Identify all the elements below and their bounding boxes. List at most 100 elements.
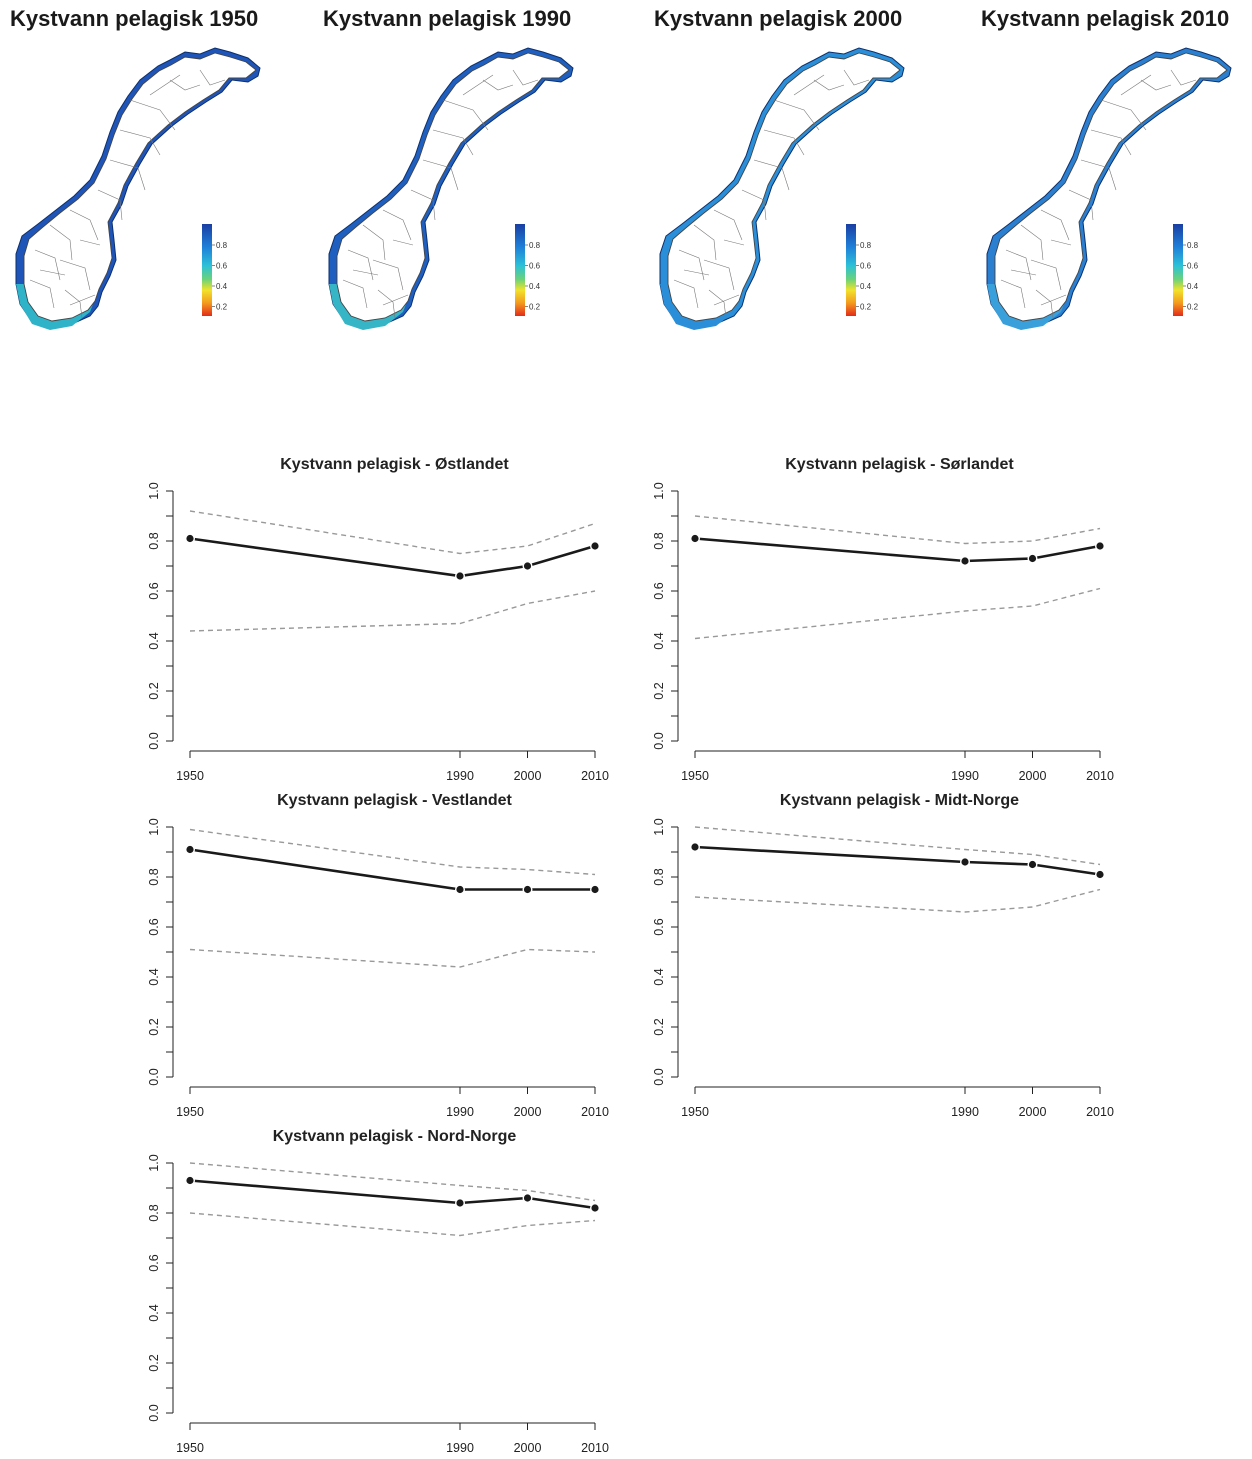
legend-tick-label: 0.2 — [1187, 303, 1199, 312]
y-tick-label: 0.8 — [147, 532, 161, 549]
data-point — [1028, 860, 1037, 869]
chart-vestlandet: Kystvann pelagisk - Vestlandet 0.0 0.2 0.4 0… — [147, 792, 609, 1119]
municipality-border — [753, 159, 790, 191]
y-tick-label: 0.0 — [652, 1068, 666, 1085]
municipality-border — [34, 249, 61, 281]
municipality-border — [1170, 69, 1197, 86]
municipality-border — [1000, 279, 1026, 309]
data-point — [186, 1176, 194, 1185]
legend-colorbar — [1173, 224, 1183, 316]
municipality-border — [169, 79, 201, 91]
municipality-border — [1010, 269, 1037, 276]
x-tick-label: 1990 — [446, 769, 474, 783]
x-tick-label: 2010 — [581, 1441, 609, 1455]
south-coast-band — [660, 284, 743, 330]
map-title-1950: Kystvann pelagisk 1950 — [10, 6, 259, 31]
y-tick-label: 0.6 — [652, 918, 666, 935]
municipality-border — [382, 209, 412, 241]
municipality-border — [693, 224, 717, 261]
municipality-border — [773, 99, 820, 131]
data-point — [591, 1204, 599, 1212]
municipality-border — [1090, 129, 1132, 156]
x-tick-label: 1990 — [446, 1441, 474, 1455]
municipality-border — [109, 159, 146, 191]
x-tick-label: 2000 — [514, 1441, 542, 1455]
municipality-border — [683, 269, 710, 276]
norway-map-2000: 0.8 0.6 0.4 0.2 — [659, 47, 905, 330]
norway-map-2010: 0.8 0.6 0.4 0.2 — [986, 47, 1232, 330]
municipality-border — [129, 99, 176, 131]
municipality-border — [69, 294, 96, 306]
municipality-border — [372, 259, 404, 291]
legend-tick-label: 0.6 — [1187, 262, 1199, 271]
municipality-border — [64, 289, 83, 319]
y-tick-label: 0.0 — [147, 732, 161, 749]
data-point — [523, 885, 532, 894]
municipality-border — [713, 294, 740, 306]
municipality-border — [59, 259, 91, 291]
legend-tick-label: 0.4 — [216, 282, 228, 291]
municipality-border — [347, 249, 374, 281]
y-tick-label: 1.0 — [652, 482, 666, 499]
legend-tick-label: 0.4 — [860, 282, 872, 291]
municipality-border — [673, 279, 699, 309]
y-tick-label: 0.4 — [652, 632, 666, 649]
municipality-border — [512, 69, 539, 86]
x-tick-label: 1950 — [681, 1105, 709, 1119]
y-tick-label: 0.2 — [652, 682, 666, 699]
x-tick-label: 2000 — [1019, 1105, 1047, 1119]
municipality-border — [1140, 79, 1172, 91]
municipality-border — [723, 239, 745, 246]
legend-tick-label: 0.6 — [216, 262, 228, 271]
legend-tick-label: 0.6 — [529, 262, 541, 271]
x-tick-label: 2010 — [1086, 769, 1114, 783]
data-point — [456, 572, 464, 580]
x-tick-label: 2010 — [581, 769, 609, 783]
y-tick-label: 0.6 — [147, 918, 161, 935]
x-tick-label: 1990 — [951, 1105, 979, 1119]
data-point — [691, 534, 699, 543]
municipality-border — [1005, 249, 1032, 281]
south-coast-band — [987, 284, 1070, 330]
legend-tick-label: 0.8 — [529, 241, 541, 250]
municipality-border — [1100, 99, 1147, 131]
data-point — [1028, 554, 1037, 563]
legend-tick-label: 0.4 — [1187, 282, 1199, 291]
municipality-border — [1120, 74, 1152, 96]
land-mass — [23, 52, 257, 322]
data-point — [591, 885, 599, 894]
chart-midt-norge: Kystvann pelagisk - Midt-Norge 0.0 0.2 0.4 0… — [652, 792, 1114, 1119]
y-tick-label: 0.0 — [147, 1068, 161, 1085]
municipality-border — [713, 209, 743, 241]
legend-tick-label: 0.2 — [860, 303, 872, 312]
y-tick-label: 0.4 — [652, 968, 666, 985]
municipality-border — [1035, 289, 1054, 319]
municipality-border — [149, 74, 181, 96]
map-title-2000: Kystvann pelagisk 2000 — [654, 6, 903, 31]
municipality-border — [410, 189, 436, 221]
upper-bound-line — [694, 515, 1101, 545]
chart-title: Kystvann pelagisk - Sørlandet — [785, 456, 1014, 473]
y-tick-label: 0.6 — [147, 1254, 161, 1271]
x-tick-label: 2000 — [514, 1105, 542, 1119]
land-mass — [667, 52, 901, 322]
y-tick-label: 0.8 — [652, 532, 666, 549]
chart-title: Kystvann pelagisk - Vestlandet — [277, 792, 512, 809]
municipality-border — [462, 74, 494, 96]
legend-colorbar — [202, 224, 212, 316]
series-line — [189, 1179, 596, 1210]
y-tick-label: 0.8 — [147, 1204, 161, 1221]
upper-bound-line — [189, 828, 596, 876]
municipality-border — [703, 259, 735, 291]
y-tick-label: 1.0 — [147, 1154, 161, 1171]
municipality-border — [199, 69, 226, 86]
municipality-border — [708, 289, 727, 319]
x-tick-label: 2000 — [1019, 769, 1047, 783]
data-point — [961, 858, 969, 866]
municipality-border — [49, 224, 73, 261]
municipality-border — [1030, 259, 1062, 291]
data-point — [523, 1194, 532, 1202]
municipality-border — [342, 279, 368, 309]
lower-bound-line — [694, 587, 1101, 640]
municipality-border — [1040, 209, 1070, 241]
